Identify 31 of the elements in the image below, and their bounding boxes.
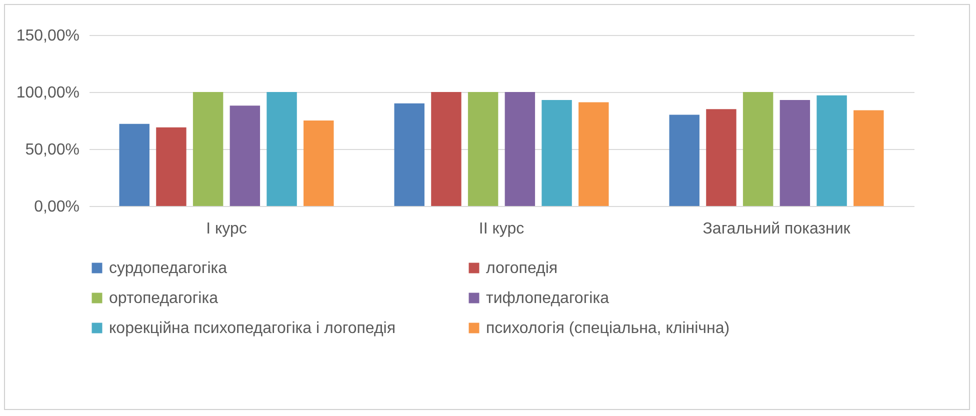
legend-label: сурдопедагогіка [109,260,228,277]
y-tick-label: 150,00% [16,28,80,44]
bar [504,92,536,206]
bar [542,100,572,206]
bar [119,124,150,206]
bar [394,103,424,206]
legend-label: ортопедагогіка [109,290,218,307]
bar [156,127,186,206]
y-tick-label: 0,00% [34,198,80,216]
bar [816,95,847,206]
bar [669,114,700,206]
bar [431,92,462,206]
bar [854,110,884,206]
legend-label: корекційна психопедагогіка і логопедія [109,320,396,337]
bar [578,102,609,206]
bar [780,100,810,206]
legend-label: логопедія [486,260,558,277]
y-tick-label: 100,00% [16,84,80,102]
bar [192,92,224,206]
y-tick-label: 50,00% [25,142,80,158]
legend-label: тифлопедагогіка [486,290,610,307]
bar [706,109,736,206]
x-tick-label: Загальний показник [702,220,852,238]
bar [230,106,260,206]
x-tick-label: І курс [206,220,247,238]
x-tick-label: ІІ курс [478,220,524,238]
bar [266,92,297,206]
bar [468,92,498,206]
bar [304,120,334,206]
bar [742,92,774,206]
legend-label: психологія (спеціальна, клінічна) [486,320,730,337]
